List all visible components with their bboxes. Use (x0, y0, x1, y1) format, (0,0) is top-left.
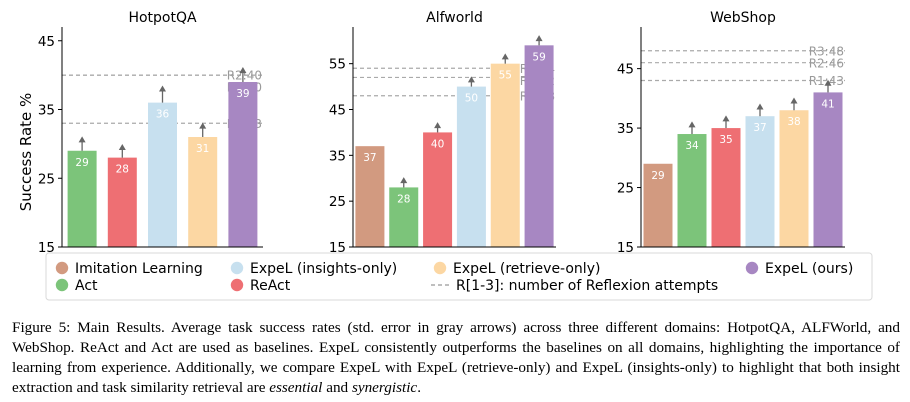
error-arrow-head (434, 122, 442, 129)
bar-value-label: 29 (651, 170, 664, 182)
error-arrow-head (722, 115, 730, 122)
legend-label-react: ReAct (250, 278, 291, 294)
y-tick-label: 35 (329, 148, 346, 164)
chart-title: HotpotQA (128, 10, 197, 26)
y-tick-label: 45 (617, 62, 634, 78)
bar-imitation-learning (355, 146, 385, 247)
chart-title: Alfworld (426, 10, 483, 26)
bar-expel-insights-only (745, 116, 775, 248)
legend-label-act: Act (75, 278, 98, 294)
bar-react (423, 132, 453, 247)
caption-and: and (322, 379, 352, 396)
y-tick-label: 35 (38, 103, 55, 119)
error-arrow-head (400, 177, 408, 184)
bar-react (107, 157, 137, 247)
y-tick-label: 25 (617, 181, 634, 197)
bar-value-label: 40 (431, 138, 444, 150)
caption-text: Figure 5: Main Results. Average task suc… (12, 319, 900, 396)
y-axis-label: Success Rate % (17, 93, 35, 212)
y-tick-label: 45 (329, 103, 346, 119)
reflexion-label: R2:46 (809, 56, 844, 70)
bar-value-label: 29 (75, 157, 88, 169)
bar-act (389, 187, 419, 247)
error-arrow-head (199, 122, 207, 129)
bar-expel-ours (524, 45, 554, 248)
y-tick-label: 35 (617, 121, 634, 137)
bar-value-label: 39 (236, 88, 249, 100)
legend-marker-expel-retrieve-only (433, 261, 447, 275)
bar-value-label: 28 (397, 193, 410, 205)
bar-react (711, 128, 741, 247)
bar-expel-retrieve-only (779, 110, 809, 247)
legend-label-expel-ours: ExpeL (ours) (765, 261, 853, 277)
error-arrow-head (824, 79, 832, 86)
error-arrow-head (159, 85, 166, 92)
bar-value-label: 38 (787, 116, 800, 128)
bar-value-label: 31 (196, 143, 209, 155)
legend-label-expel-retrieve-only: ExpeL (retrieve-only) (453, 261, 600, 277)
error-arrow-head (78, 136, 86, 143)
legend-label-imitation-learning: Imitation Learning (75, 261, 203, 277)
bar-value-label: 34 (685, 140, 699, 152)
legend-marker-expel-insights-only (230, 261, 244, 275)
bar-expel-ours (813, 92, 843, 248)
bar-value-label: 59 (532, 51, 545, 63)
y-tick-label: 25 (329, 194, 346, 210)
bar-imitation-learning (643, 163, 673, 247)
y-tick-label: 15 (329, 240, 346, 256)
main-results-figure: Success Rate % HotpotQAR2:40R3:40R1:3329… (17, 10, 873, 301)
chart-title: WebShop (710, 10, 776, 26)
bar-expel-retrieve-only (490, 63, 520, 247)
legend-marker-react (230, 278, 244, 292)
error-arrow-head (688, 121, 696, 128)
legend-label-reflexion: R[1-3]: number of Reflexion attempts (456, 278, 718, 294)
figure-caption: Figure 5: Main Results. Average task suc… (12, 318, 900, 398)
bar-expel-retrieve-only (188, 137, 218, 247)
panel-alfworld: AlfworldR3:54R2:52R1:4837284050555915253… (329, 10, 556, 256)
legend-marker-expel-ours (745, 261, 759, 275)
legend-label-expel-insights-only: ExpeL (insights-only) (250, 261, 397, 277)
y-tick-label: 15 (38, 240, 55, 256)
legend-marker-imitation-learning (55, 261, 69, 275)
bar-value-label: 28 (116, 164, 129, 176)
y-tick-label: 55 (329, 57, 346, 73)
reflexion-label: R1:43 (809, 74, 844, 88)
bar-value-label: 36 (156, 109, 170, 121)
bar-value-label: 37 (753, 122, 766, 134)
error-arrow-head (118, 143, 126, 150)
chart-panels: HotpotQAR2:40R3:40R1:3329283631391525354… (38, 10, 845, 256)
y-tick-label: 15 (617, 240, 634, 256)
bar-value-label: 35 (719, 134, 732, 146)
y-tick-label: 45 (38, 34, 55, 50)
legend-frame (45, 252, 873, 301)
error-arrow-head (467, 76, 475, 83)
error-arrow-head (535, 35, 543, 42)
bar-value-label: 55 (499, 70, 512, 82)
panel-hotpotqa: HotpotQAR2:40R3:40R1:3329283631391525354… (38, 10, 263, 256)
bar-expel-insights-only (148, 102, 177, 247)
bar-expel-ours (228, 82, 258, 247)
error-arrow-head (239, 66, 247, 73)
reflexion-label: R3:48 (809, 44, 844, 58)
caption-emphasis-synergistic: synergistic (351, 379, 418, 396)
bar-value-label: 37 (363, 152, 376, 164)
error-arrow-head (501, 53, 509, 60)
bar-act (67, 150, 97, 247)
reflexion-label: R2:40 (227, 69, 262, 83)
caption-end: . (417, 379, 421, 396)
bar-expel-insights-only (456, 86, 486, 247)
error-arrow-head (790, 97, 798, 104)
error-arrow-head (756, 103, 764, 110)
bar-value-label: 50 (465, 93, 478, 105)
bar-value-label: 41 (821, 98, 834, 110)
caption-emphasis-essential: essential (269, 379, 323, 396)
legend: Imitation Learning ExpeL (insights-only) E… (45, 252, 873, 301)
bar-act (677, 134, 707, 247)
y-tick-label: 25 (38, 171, 55, 187)
legend-marker-act (55, 278, 69, 292)
